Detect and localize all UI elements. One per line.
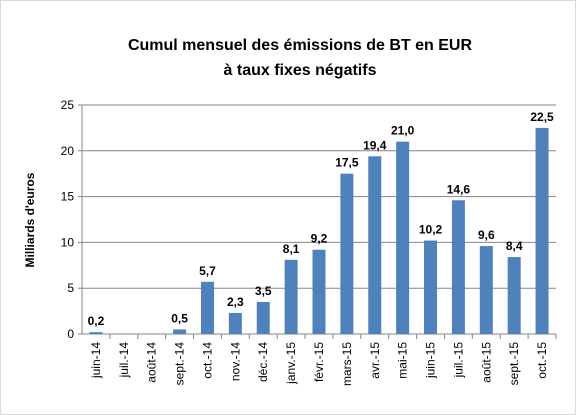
value-label: 3,5 [255, 284, 272, 298]
x-tick-label: avr.-15 [368, 342, 382, 379]
x-tick-label: sept.-15 [507, 342, 521, 386]
value-label: 21,0 [391, 124, 415, 138]
bar [507, 257, 521, 334]
bar [340, 173, 354, 334]
bar [228, 312, 242, 334]
x-tick-label: sept.-14 [173, 342, 187, 386]
bar [396, 141, 410, 334]
x-tick-label: mars-15 [340, 342, 354, 386]
bar [479, 246, 493, 334]
bar [284, 259, 298, 334]
x-tick-label: juil.-14 [117, 342, 131, 379]
y-tick-label: 10 [61, 235, 75, 249]
bar [256, 301, 270, 334]
y-tick-label: 25 [61, 98, 75, 112]
x-tick-label: janv.-15 [284, 342, 298, 385]
x-tick-label: oct.-14 [200, 342, 214, 379]
bar [173, 329, 187, 334]
x-tick-label: déc.-14 [256, 342, 270, 382]
bar [424, 240, 438, 334]
value-label: 9,2 [311, 232, 328, 246]
x-tick-label: juin-14 [89, 342, 103, 379]
x-tick-label: juin-15 [424, 342, 438, 379]
bar [200, 281, 214, 334]
y-tick-label: 20 [61, 144, 75, 158]
y-tick-label: 15 [61, 190, 75, 204]
value-label: 8,1 [283, 242, 300, 256]
y-axis-label: Milliards d'euros [23, 172, 37, 267]
value-label: 9,6 [478, 228, 495, 242]
x-tick-label: févr.-15 [312, 342, 326, 382]
x-tick-label: oct.-15 [535, 342, 549, 379]
value-label: 0,2 [88, 314, 105, 328]
bar [368, 156, 382, 334]
x-tick-label: nov.-14 [228, 342, 242, 381]
bar [89, 332, 103, 334]
bar [535, 127, 549, 335]
bar [312, 249, 326, 334]
value-label: 5,7 [199, 264, 216, 278]
y-tick-label: 5 [67, 281, 74, 295]
value-label: 14,6 [447, 182, 471, 196]
value-label: 17,5 [335, 156, 359, 170]
bar [451, 200, 465, 334]
chart-title: Cumul mensuel des émissions de BT en EUR [128, 37, 473, 54]
value-label: 19,4 [363, 138, 387, 152]
x-tick-label: août-15 [479, 342, 493, 383]
value-label: 2,3 [227, 295, 244, 309]
value-label: 22,5 [530, 110, 554, 124]
value-label: 10,2 [419, 223, 443, 237]
chart-title: à taux fixes négatifs [224, 62, 377, 79]
x-tick-label: août-14 [145, 342, 159, 383]
x-tick-label: juil.-15 [451, 342, 465, 379]
value-label: 0,5 [171, 311, 188, 325]
value-label: 8,4 [506, 239, 523, 253]
x-tick-label: mai-15 [396, 342, 410, 379]
y-tick-label: 0 [67, 327, 74, 341]
